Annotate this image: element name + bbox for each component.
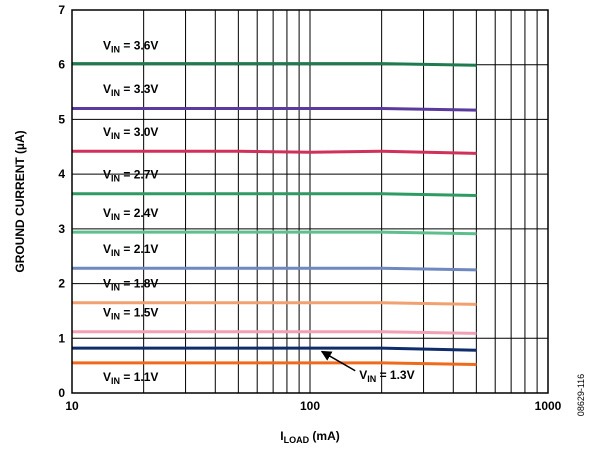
series-label-4: VIN = 2.4V [103,206,158,222]
series-line-3 [72,192,477,197]
label-arrow [320,350,356,372]
x-axis-title-main: I [280,429,283,443]
series-label-main: V [103,242,111,256]
x-tick-label: 1000 [535,399,562,413]
y-tick-label: 6 [58,58,65,72]
series-label-sub: IN [367,374,376,384]
series-label-7: VIN = 1.5V [103,305,158,321]
series-line-2 [72,149,477,155]
series-label-rest: = 2.4V [120,206,158,220]
series-line-9 [72,361,477,366]
series-label-main: V [103,168,111,182]
y-tick-labels: 0 1 2 3 4 5 6 7 [58,3,65,400]
plot-frame [71,9,549,394]
series-label-rest: = 1.8V [120,276,158,290]
series-label-sub: IN [111,44,120,54]
series-label-rest: = 1.3V [376,368,414,382]
series-label-sub: IN [111,282,120,292]
series-label-main: V [103,370,111,384]
series-label-rest: = 2.7V [120,168,158,182]
series-label-5: VIN = 2.1V [103,242,158,258]
grid [72,10,548,393]
x-tick-labels: 10 100 1000 [65,399,561,413]
series-line-0 [72,62,477,67]
x-axis-title-sub: LOAD [284,435,310,445]
y-tick-label: 7 [58,3,65,17]
series-label-rest: = 3.3V [120,82,158,96]
series-label-main: V [103,82,111,96]
x-axis-title-unit: (mA) [309,429,340,443]
series-line-6 [72,301,477,306]
y-tick-label: 0 [58,386,65,400]
series-line-5 [72,266,477,272]
y-tick-label: 5 [58,112,65,126]
y-tick-label: 2 [58,277,65,291]
series-label-sub: IN [111,376,120,386]
series-label-2: VIN = 3.0V [103,125,158,141]
series-label-sub: IN [111,174,120,184]
series-label-6: VIN = 1.8V [103,276,158,292]
series-label-rest: = 1.5V [120,305,158,319]
series-label-sub: IN [111,248,120,258]
series-label-3: VIN = 2.7V [103,168,158,184]
series-label-rest: = 3.6V [120,38,158,52]
x-tick-label: 10 [65,399,79,413]
y-tick-label: 3 [58,222,65,236]
figure-id: 08629-116 [576,374,586,416]
series-label-rest: = 2.1V [120,242,158,256]
series-line-4 [72,230,477,236]
series-label-0: VIN = 3.6V [103,38,158,54]
series-label-rest: = 3.0V [120,125,158,139]
series-label-main: V [103,125,111,139]
series-label-main: V [103,206,111,220]
series-label-main: V [103,276,111,290]
series-label-sub: IN [111,131,120,141]
x-tick-label: 100 [300,399,320,413]
series-line-7 [72,330,477,335]
series-lines [72,62,477,366]
y-tick-label: 1 [58,331,65,345]
series-label-rest: = 1.1V [120,370,158,384]
series-label-main: V [103,38,111,52]
series-line-8 [72,346,477,352]
series-label-9: VIN = 1.1V [103,370,158,386]
y-axis-title: GROUND CURRENT (µA) [13,130,27,272]
series-label-1: VIN = 3.3V [103,82,158,98]
y-tick-label: 4 [58,167,65,181]
series-label-sub: IN [111,212,120,222]
series-label-main: V [359,368,367,382]
x-axis-title: ILOAD (mA) [280,429,340,445]
series-label-sub: IN [111,88,120,98]
series-label-main: V [103,305,111,319]
series-label-sub: IN [111,311,120,321]
series-line-1 [72,107,477,112]
series-label-8: VIN = 1.3V [359,368,414,384]
